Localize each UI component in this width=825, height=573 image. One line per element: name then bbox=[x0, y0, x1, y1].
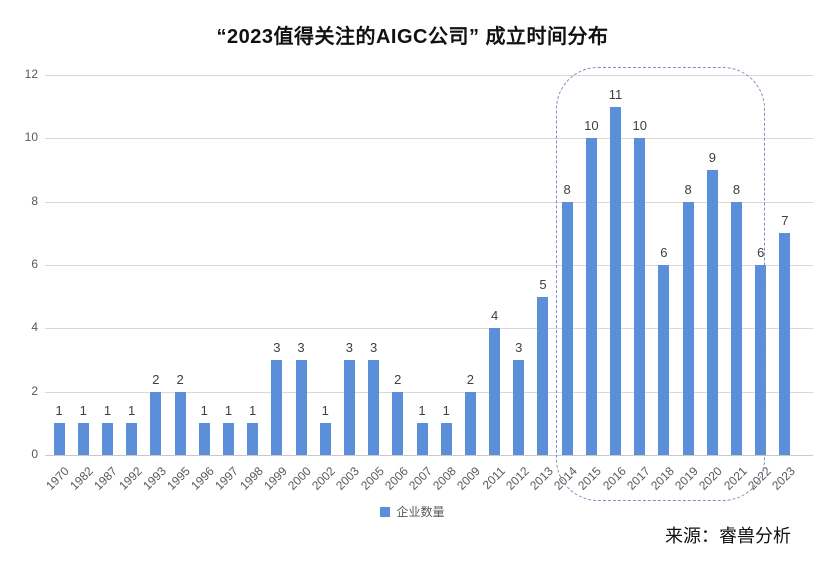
gridline-y8 bbox=[45, 201, 813, 203]
bar-2015 bbox=[585, 138, 597, 455]
y-tick-label-2: 2 bbox=[31, 383, 38, 398]
bar-2018 bbox=[658, 265, 670, 455]
bar-value-label-2002: 1 bbox=[321, 403, 329, 419]
bar-value-label-2018: 6 bbox=[660, 245, 668, 260]
bar-value-label-2000: 3 bbox=[297, 340, 305, 355]
highlight-box-2014-2022 bbox=[556, 67, 765, 501]
bar-2006 bbox=[392, 391, 404, 455]
bar-value-label-2017: 10 bbox=[632, 118, 647, 134]
bar-1998 bbox=[247, 423, 259, 455]
legend-swatch-icon bbox=[380, 506, 391, 517]
y-tick-label-10: 10 bbox=[24, 130, 38, 145]
y-tick-label-8: 8 bbox=[31, 193, 38, 208]
legend-label: 企业数量 bbox=[396, 505, 445, 519]
bar-value-label-1987: 1 bbox=[103, 403, 112, 419]
bar-2019 bbox=[682, 201, 694, 455]
legend: 企业数量 bbox=[0, 503, 825, 520]
bar-2012 bbox=[513, 360, 525, 455]
bar-2005 bbox=[368, 360, 380, 455]
bar-value-label-1998: 1 bbox=[249, 403, 257, 419]
bar-value-label-1982: 1 bbox=[79, 403, 87, 419]
bar-value-label-2008: 1 bbox=[442, 403, 450, 419]
bar-value-label-2005: 3 bbox=[369, 340, 378, 355]
bar-2022 bbox=[755, 265, 767, 455]
bar-2002 bbox=[319, 423, 331, 455]
bar-2003 bbox=[343, 360, 355, 455]
bar-2008 bbox=[440, 423, 452, 455]
y-tick-label-0: 0 bbox=[31, 447, 38, 461]
bar-value-label-1995: 2 bbox=[176, 371, 184, 387]
bar-value-label-2006: 2 bbox=[394, 371, 402, 387]
bar-2021 bbox=[731, 201, 743, 455]
bar-2017 bbox=[634, 138, 646, 455]
bar-value-label-2015: 10 bbox=[584, 118, 599, 134]
bar-1999 bbox=[271, 360, 283, 455]
gridline-y12 bbox=[45, 75, 813, 76]
bar-2000 bbox=[295, 360, 307, 455]
bar-value-label-1997: 1 bbox=[224, 403, 233, 419]
bar-1995 bbox=[174, 391, 186, 455]
bar-2023 bbox=[779, 233, 791, 455]
bar-value-label-1993: 2 bbox=[152, 371, 160, 387]
gridline-y10 bbox=[45, 138, 813, 140]
bar-2020 bbox=[706, 170, 718, 455]
bar-2011 bbox=[489, 328, 501, 455]
bar-1987 bbox=[101, 423, 113, 455]
bar-2014 bbox=[561, 201, 573, 455]
bar-value-label-2019: 8 bbox=[684, 181, 692, 197]
bar-1982 bbox=[77, 423, 89, 455]
bar-value-label-2012: 3 bbox=[515, 340, 523, 355]
chart-title: “2023值得关注的AIGC公司” 成立时间分布 bbox=[216, 26, 609, 48]
bar-1997 bbox=[222, 423, 234, 455]
bar-value-label-2016: 11 bbox=[608, 86, 623, 102]
bar-value-label-1999: 3 bbox=[273, 340, 281, 355]
bar-2013 bbox=[537, 296, 549, 455]
y-tick-label-12: 12 bbox=[24, 67, 38, 81]
source-text: 来源：睿兽分析 bbox=[665, 526, 791, 546]
bar-value-label-2009: 2 bbox=[466, 371, 474, 387]
bar-2009 bbox=[464, 391, 476, 455]
gridline-y6 bbox=[45, 265, 813, 266]
bar-1993 bbox=[150, 391, 162, 455]
bar-value-label-1970: 1 bbox=[55, 403, 63, 419]
bar-value-label-2013: 5 bbox=[539, 276, 547, 292]
bar-value-label-2011: 4 bbox=[490, 308, 499, 324]
bar-1996 bbox=[198, 423, 210, 455]
bar-1992 bbox=[126, 423, 138, 455]
bar-value-label-2020: 9 bbox=[708, 150, 716, 165]
bar-value-label-2003: 3 bbox=[345, 340, 354, 355]
bar-value-label-2021: 8 bbox=[732, 181, 741, 197]
bar-value-label-2022: 6 bbox=[757, 245, 765, 260]
bar-value-label-2023: 7 bbox=[781, 213, 789, 229]
bar-1970 bbox=[53, 423, 65, 455]
bar-value-label-2007: 1 bbox=[418, 403, 426, 419]
bar-2007 bbox=[416, 423, 428, 455]
y-tick-label-4: 4 bbox=[31, 320, 38, 335]
bar-value-label-2014: 8 bbox=[563, 181, 571, 197]
bar-2016 bbox=[610, 106, 622, 455]
gridline-y0 bbox=[45, 455, 813, 456]
gridline-y2 bbox=[45, 391, 813, 393]
gridline-y4 bbox=[45, 328, 813, 330]
bar-value-label-1996: 1 bbox=[200, 403, 208, 419]
y-tick-label-6: 6 bbox=[31, 257, 38, 271]
bar-value-label-1992: 1 bbox=[128, 403, 136, 419]
